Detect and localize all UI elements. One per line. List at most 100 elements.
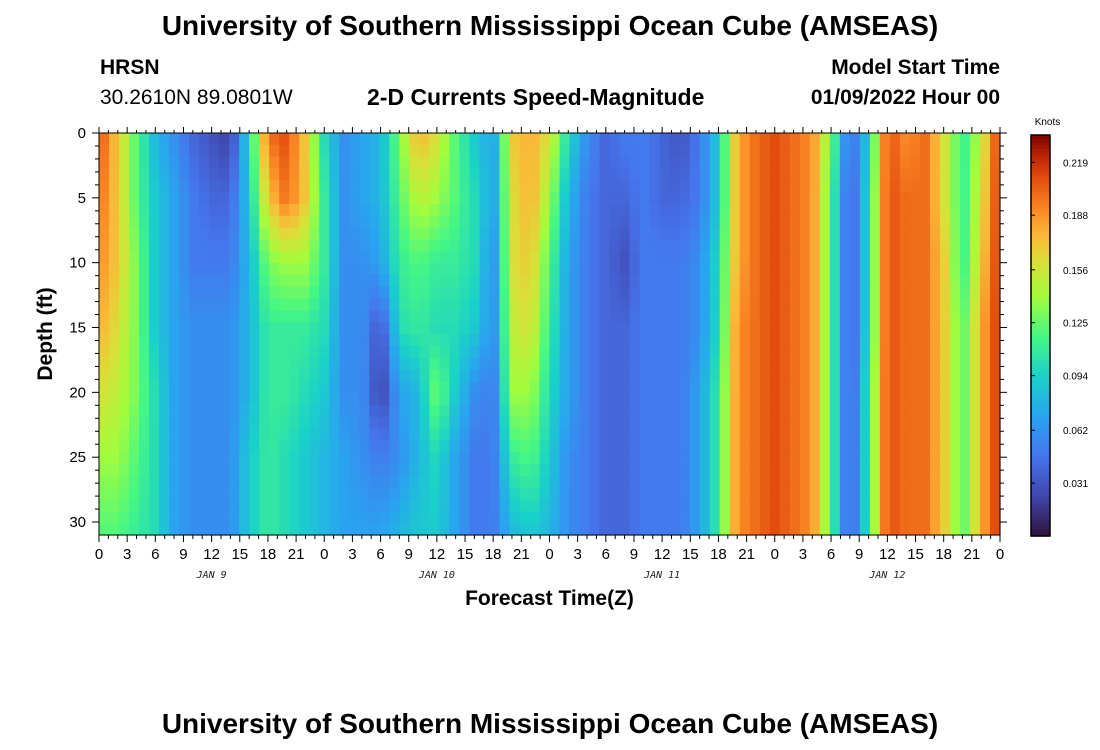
heatmap-cell bbox=[649, 168, 661, 181]
heatmap-cell bbox=[99, 416, 110, 430]
heatmap-cell bbox=[949, 511, 961, 524]
heatmap-cell bbox=[539, 393, 551, 406]
heatmap-cell bbox=[149, 369, 160, 382]
heatmap-cell bbox=[189, 215, 200, 229]
heatmap-cell bbox=[189, 416, 200, 430]
heatmap-cell bbox=[299, 144, 310, 158]
heatmap-cell bbox=[849, 203, 861, 217]
heatmap-cell bbox=[689, 357, 701, 371]
heatmap-cell bbox=[439, 404, 450, 418]
heatmap-cell bbox=[339, 251, 350, 264]
heatmap-cell bbox=[589, 499, 601, 512]
heatmap-cell bbox=[519, 310, 531, 323]
heatmap-cell bbox=[919, 227, 931, 241]
heatmap-cell bbox=[549, 215, 561, 229]
heatmap-cell bbox=[869, 180, 881, 193]
heatmap-cell bbox=[649, 523, 661, 536]
heatmap-cell bbox=[819, 464, 831, 477]
heatmap-cell bbox=[199, 227, 210, 241]
heatmap-cell bbox=[139, 523, 150, 536]
heatmap-cell bbox=[119, 345, 130, 359]
heatmap-cell bbox=[249, 452, 260, 465]
heatmap-cell bbox=[599, 440, 611, 453]
heatmap-cell bbox=[979, 227, 991, 241]
heatmap-cell bbox=[619, 322, 631, 335]
heatmap-cell bbox=[899, 215, 911, 229]
heatmap-cell bbox=[879, 369, 891, 382]
heatmap-cell bbox=[689, 523, 701, 536]
heatmap-cell bbox=[719, 428, 731, 442]
heatmap-cell bbox=[489, 369, 501, 382]
heatmap-cell bbox=[599, 511, 611, 524]
colorbar-swatch bbox=[1031, 395, 1050, 400]
heatmap-cell bbox=[929, 499, 941, 512]
heatmap-cell bbox=[549, 428, 561, 442]
heatmap-cell bbox=[939, 511, 951, 524]
heatmap-cell bbox=[889, 511, 901, 524]
heatmap-cell bbox=[749, 310, 761, 323]
heatmap-cell bbox=[409, 345, 420, 359]
heatmap-cell bbox=[679, 251, 691, 264]
heatmap-cell bbox=[429, 464, 440, 477]
heatmap-cell bbox=[749, 487, 761, 501]
heatmap-cell bbox=[709, 286, 721, 300]
heatmap-cell bbox=[249, 487, 260, 501]
heatmap-cell bbox=[309, 274, 320, 288]
heatmap-cell bbox=[299, 180, 310, 193]
heatmap-cell bbox=[259, 393, 270, 406]
heatmap-cell bbox=[779, 239, 791, 252]
heatmap-cell bbox=[529, 227, 541, 241]
colorbar-frame bbox=[1030, 134, 1051, 537]
heatmap-cell bbox=[279, 523, 290, 536]
heatmap-cell bbox=[779, 310, 791, 323]
heatmap-cell bbox=[129, 144, 140, 158]
heatmap-cell bbox=[469, 511, 481, 524]
heatmap-cell bbox=[609, 393, 621, 406]
heatmap-cell bbox=[459, 180, 471, 193]
heatmap-cell bbox=[99, 440, 110, 453]
heatmap-cell bbox=[959, 274, 971, 288]
heatmap-cell bbox=[789, 511, 801, 524]
heatmap-cell bbox=[419, 239, 430, 252]
heatmap-cell bbox=[769, 322, 781, 335]
heatmap-cell bbox=[439, 156, 450, 170]
heatmap-cell bbox=[239, 180, 250, 193]
heatmap-cell bbox=[709, 428, 721, 442]
heatmap-cell bbox=[109, 369, 120, 382]
heatmap-cell bbox=[629, 239, 641, 252]
heatmap-cell bbox=[579, 263, 591, 276]
heatmap-cell bbox=[559, 192, 571, 205]
heatmap-cell bbox=[739, 393, 751, 406]
heatmap-cell bbox=[189, 227, 200, 241]
heatmap-cell bbox=[129, 156, 140, 170]
heatmap-cell bbox=[499, 180, 511, 193]
heatmap-cell bbox=[399, 404, 410, 418]
heatmap-cell bbox=[689, 251, 701, 264]
heatmap-cell bbox=[989, 523, 1001, 536]
heatmap-cell bbox=[319, 404, 330, 418]
heatmap-cell bbox=[209, 404, 220, 418]
heatmap-cell bbox=[869, 393, 881, 406]
heatmap-cell bbox=[919, 168, 931, 181]
heatmap-cell bbox=[939, 381, 951, 394]
heatmap-cell bbox=[499, 310, 511, 323]
heatmap-cell bbox=[709, 523, 721, 536]
heatmap-cell bbox=[739, 133, 751, 146]
heatmap-cell bbox=[979, 251, 991, 264]
heatmap-cell bbox=[739, 286, 751, 300]
heatmap-cell bbox=[659, 298, 671, 311]
heatmap-cell bbox=[799, 274, 811, 288]
heatmap-cell bbox=[299, 322, 310, 335]
heatmap-cell bbox=[269, 203, 280, 217]
heatmap-cell bbox=[469, 239, 481, 252]
heatmap-cell bbox=[889, 180, 901, 193]
heatmap-cell bbox=[209, 310, 220, 323]
heatmap-cell bbox=[539, 404, 551, 418]
heatmap-cell bbox=[139, 215, 150, 229]
heatmap-cell bbox=[219, 381, 230, 394]
heatmap-cell bbox=[359, 322, 370, 335]
heatmap-cell bbox=[129, 322, 140, 335]
heatmap-cell bbox=[529, 440, 541, 453]
heatmap-cell bbox=[309, 475, 320, 489]
heatmap-cell bbox=[229, 511, 240, 524]
